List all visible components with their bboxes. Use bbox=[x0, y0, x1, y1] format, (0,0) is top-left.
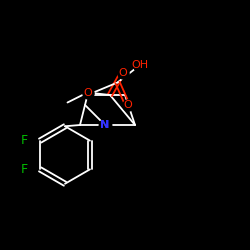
Text: N: N bbox=[100, 120, 110, 130]
Text: F: F bbox=[20, 134, 28, 147]
Text: F: F bbox=[20, 163, 28, 176]
Text: O: O bbox=[118, 68, 127, 78]
Text: N: N bbox=[100, 120, 110, 130]
Text: O: O bbox=[123, 100, 132, 110]
Text: O: O bbox=[83, 88, 92, 98]
Text: OH: OH bbox=[132, 60, 148, 70]
